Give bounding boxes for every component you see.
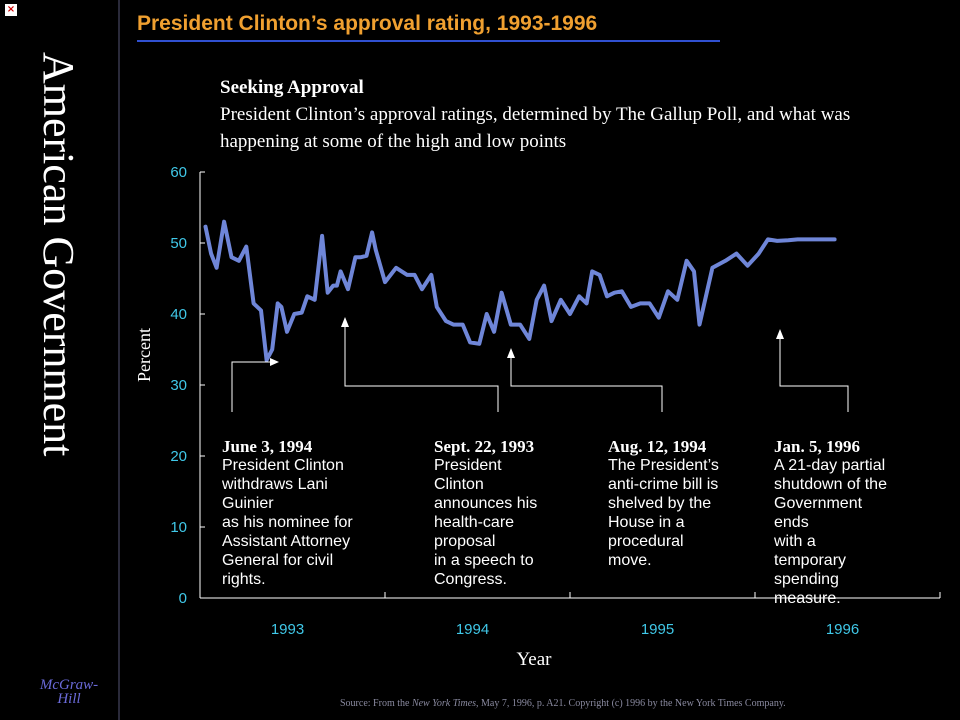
y-tick-label: 50 <box>170 235 187 252</box>
y-axis-label: Percent <box>134 328 154 382</box>
arrowhead-health-care <box>341 317 349 327</box>
annotation-text: A 21-day partial shutdown of the Governm… <box>774 457 887 607</box>
arrowhead-shutdown <box>776 329 784 339</box>
annotation-date: June 3, 1994 <box>222 437 313 456</box>
annotation-text: President Clinton withdraws Lani Guinier… <box>222 457 353 588</box>
annotation-shutdown: Jan. 5, 1996 A 21-day partial shutdown of… <box>774 418 887 608</box>
y-tick-label: 60 <box>170 164 187 181</box>
y-tick-label: 40 <box>170 306 187 323</box>
source-prefix: Source: From the <box>340 698 412 709</box>
x-tick-label: 1993 <box>271 621 304 638</box>
slide-title: President Clinton’s approval rating, 199… <box>137 12 598 35</box>
annotation-text: President Clinton announces his health-c… <box>434 457 538 588</box>
x-tick-label: 1995 <box>641 621 674 638</box>
publisher-logo: McGraw- Hill <box>30 677 108 707</box>
arrowhead-guinier <box>270 358 279 366</box>
close-icon[interactable]: × <box>5 4 17 16</box>
callout-line-guinier <box>231 361 270 412</box>
book-title: American Government <box>34 52 83 457</box>
x-axis-label: Year <box>516 649 552 670</box>
y-tick-label: 0 <box>179 590 187 607</box>
annotation-date: Sept. 22, 1993 <box>434 437 535 456</box>
chart-subtitle: Seeking Approval President Clinton’s app… <box>220 74 860 155</box>
annotation-date: Aug. 12, 1994 <box>608 437 707 456</box>
x-tick-label: 1996 <box>826 621 859 638</box>
callout-line-crime-bill <box>510 358 663 412</box>
sidebar: × American Government McGraw- Hill <box>0 0 120 720</box>
annotation-guinier: June 3, 1994 President Clinton withdraws … <box>222 418 353 589</box>
annotation-text: The President’s anti-crime bill is shelv… <box>608 457 719 569</box>
arrowhead-crime-bill <box>507 348 515 358</box>
annotation-date: Jan. 5, 1996 <box>774 437 860 456</box>
y-tick-label: 10 <box>170 519 187 536</box>
callout-line-health-care <box>344 327 499 412</box>
publisher-line2: Hill <box>57 691 81 707</box>
callout-line-shutdown <box>779 339 849 412</box>
annotation-crime-bill: Aug. 12, 1994 The President’s anti-crime … <box>608 418 719 570</box>
y-tick-label: 30 <box>170 377 187 394</box>
chart-description: President Clinton’s approval ratings, de… <box>220 104 851 152</box>
source-suffix: , May 7, 1996, p. A21. Copyright (c) 199… <box>476 698 786 709</box>
chart-heading: Seeking Approval <box>220 77 364 98</box>
source-note: Source: From the New York Times, May 7, … <box>340 698 786 709</box>
source-publication: New York Times <box>411 698 477 709</box>
approval-series-line <box>203 219 837 363</box>
annotation-health-care: Sept. 22, 1993 President Clinton announce… <box>434 418 537 589</box>
publisher-line1: McGraw- <box>39 677 99 693</box>
title-underline <box>137 40 720 42</box>
x-tick-label: 1994 <box>456 621 489 638</box>
y-tick-label: 20 <box>170 448 187 465</box>
